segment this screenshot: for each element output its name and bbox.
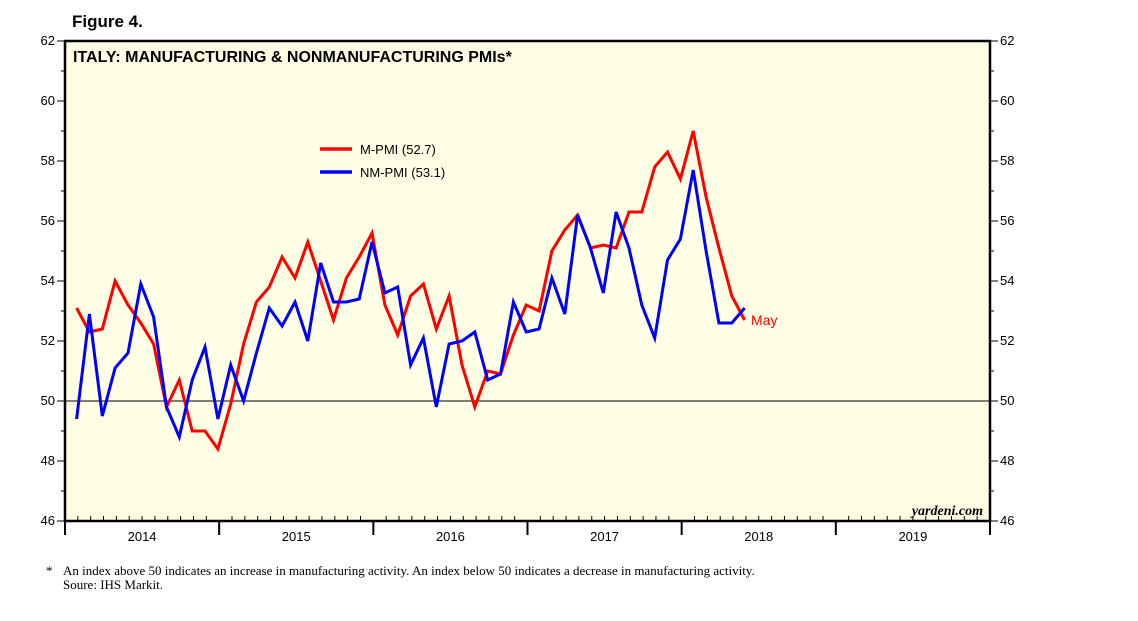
series-line-m-pmi (75, 130, 746, 453)
y-tick-label-right: 56 (1000, 213, 1014, 228)
y-tick-label-right: 54 (1000, 273, 1014, 288)
y-tick-label-left: 62 (41, 33, 55, 48)
y-tick-label-right: 52 (1000, 333, 1014, 348)
y-tick-label-left: 60 (41, 93, 55, 108)
plot-area (65, 41, 990, 521)
source-note: Soure: IHS Markit. (63, 577, 163, 592)
y-tick-label-left: 48 (41, 453, 55, 468)
legend: M-PMI (52.7) NM-PMI (53.1) (320, 142, 445, 180)
y-tick-label-right: 50 (1000, 393, 1014, 408)
y-tick-label-left: 58 (41, 153, 55, 168)
chart-title: ITALY: MANUFACTURING & NONMANUFACTURING … (73, 49, 513, 66)
x-tick-label: 2018 (744, 529, 773, 544)
y-tick-label-right: 60 (1000, 93, 1014, 108)
y-tick-label-right: 58 (1000, 153, 1014, 168)
legend-label-nm-pmi: NM-PMI (53.1) (360, 165, 445, 180)
y-tick-label-right: 48 (1000, 453, 1014, 468)
source-brand: yardeni.com (910, 504, 983, 519)
y-tick-label-left: 52 (41, 333, 55, 348)
x-tick-label: 2016 (436, 529, 465, 544)
y-tick-label-left: 46 (41, 513, 55, 528)
x-tick-label: 2015 (282, 529, 311, 544)
series-line-nm-pmi (75, 169, 746, 442)
x-tick-label: 2017 (590, 529, 619, 544)
legend-label-m-pmi: M-PMI (52.7) (360, 142, 436, 157)
y-tick-label-right: 62 (1000, 33, 1014, 48)
last-point-label: May (751, 312, 777, 328)
footnote-marker: * (46, 563, 53, 578)
y-tick-label-right: 46 (1000, 513, 1014, 528)
x-tick-label: 2019 (898, 529, 927, 544)
x-tick-label: 2014 (128, 529, 157, 544)
y-tick-label-left: 50 (41, 393, 55, 408)
footnote: An index above 50 indicates an increase … (63, 563, 755, 578)
figure-label: Figure 4. (72, 12, 143, 31)
y-tick-label-left: 56 (41, 213, 55, 228)
y-tick-label-left: 54 (41, 273, 55, 288)
plot-frame (63, 39, 992, 523)
